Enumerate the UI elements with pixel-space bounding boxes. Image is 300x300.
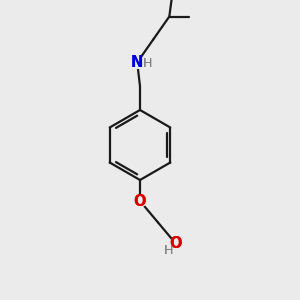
- Text: H: H: [163, 244, 173, 257]
- Circle shape: [134, 195, 146, 207]
- Text: O: O: [170, 236, 182, 251]
- Text: O: O: [134, 194, 146, 208]
- Text: N: N: [131, 55, 143, 70]
- Circle shape: [131, 56, 143, 68]
- Text: N: N: [131, 55, 143, 70]
- Text: H: H: [142, 57, 152, 70]
- Text: H: H: [142, 57, 152, 70]
- Text: H: H: [163, 244, 173, 257]
- Text: O: O: [170, 236, 182, 251]
- Text: O: O: [134, 194, 146, 208]
- Circle shape: [170, 238, 182, 250]
